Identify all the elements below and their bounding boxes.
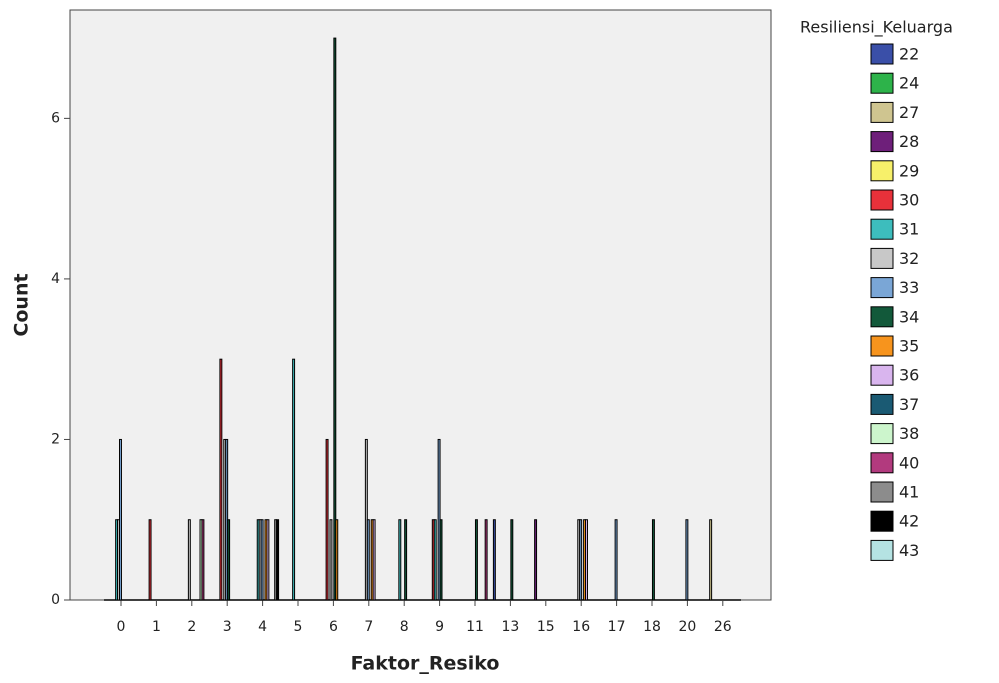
legend-swatch	[870, 335, 894, 357]
legend-swatch	[870, 510, 894, 532]
x-tick-label: 1	[152, 619, 161, 635]
legend-label: 36	[899, 366, 919, 385]
legend-label: 38	[899, 424, 919, 443]
bar	[329, 519, 333, 601]
bar	[534, 519, 538, 601]
bar	[404, 519, 408, 601]
legend-swatch	[870, 218, 894, 240]
legend-swatch	[870, 277, 894, 299]
x-tick-label: 5	[294, 619, 303, 635]
legend-label: 31	[899, 220, 919, 239]
legend-swatch	[870, 72, 894, 94]
legend-label: 43	[899, 541, 919, 560]
x-tick-label: 3	[223, 619, 232, 635]
bar	[372, 519, 376, 601]
bar	[474, 519, 478, 601]
y-tick-label: 4	[51, 271, 60, 287]
legend-swatch	[870, 101, 894, 123]
legend-swatch	[870, 364, 894, 386]
x-tick-label: 17	[608, 619, 626, 635]
legend-swatch	[870, 393, 894, 415]
bar	[398, 519, 402, 601]
bar	[614, 519, 618, 601]
legend-swatch	[870, 539, 894, 561]
legend-swatch	[870, 306, 894, 328]
legend-swatch	[870, 247, 894, 269]
y-tick-label: 6	[51, 110, 60, 126]
x-tick-label: 4	[258, 619, 267, 635]
legend-swatch	[870, 43, 894, 65]
legend-label: 40	[899, 453, 919, 472]
legend-label: 22	[899, 45, 919, 64]
legend-label: 28	[899, 132, 919, 151]
bar	[585, 519, 588, 601]
legend-title: Resiliensi_Keluarga	[800, 18, 953, 38]
x-tick-label: 6	[329, 619, 338, 635]
bar	[201, 519, 205, 601]
x-tick-label: 15	[537, 619, 555, 635]
bar	[439, 519, 443, 601]
x-tick-label: 20	[678, 619, 696, 635]
bar	[492, 519, 496, 601]
bar	[260, 519, 264, 601]
bar	[227, 519, 231, 601]
y-tick-label: 2	[51, 431, 60, 447]
bar	[484, 519, 488, 601]
legend-swatch	[870, 481, 894, 503]
x-tick-label: 13	[501, 619, 519, 635]
bar	[333, 37, 337, 601]
x-tick-label: 9	[435, 619, 444, 635]
bar	[119, 438, 122, 601]
y-tick-label: 0	[51, 592, 60, 608]
bar	[579, 519, 583, 601]
legend-label: 33	[899, 278, 919, 297]
legend-label: 41	[899, 483, 919, 502]
x-tick-label: 26	[714, 619, 732, 635]
bar	[148, 519, 152, 601]
legend-label: 24	[899, 74, 919, 93]
y-axis-title: Count	[11, 273, 33, 336]
x-tick-label: 2	[187, 619, 196, 635]
legend-label: 30	[899, 191, 919, 210]
x-axis-title: Faktor_Resiko	[351, 653, 500, 675]
bar	[366, 519, 370, 601]
legend-swatch	[870, 189, 894, 211]
x-tick-label: 8	[400, 619, 409, 635]
legend-label: 32	[899, 249, 919, 268]
legend-label: 34	[899, 307, 919, 326]
x-tick-label: 7	[364, 619, 373, 635]
bar	[276, 519, 280, 601]
x-tick-label: 18	[643, 619, 661, 635]
legend-label: 35	[899, 337, 919, 356]
bar	[325, 438, 329, 601]
bar	[510, 519, 514, 601]
legend-swatch	[870, 131, 894, 153]
bar	[219, 358, 223, 601]
legend-label: 29	[899, 161, 919, 180]
plot-area	[69, 9, 772, 601]
bar	[187, 519, 191, 601]
bar	[335, 519, 339, 601]
legend-swatch	[870, 160, 894, 182]
legend-label: 42	[899, 512, 919, 531]
legend-swatch	[870, 423, 894, 445]
x-tick-label: 0	[117, 619, 126, 635]
legend-label: 37	[899, 395, 919, 414]
bar	[709, 519, 713, 601]
bar	[433, 519, 437, 601]
x-tick-label: 11	[466, 619, 484, 635]
bar	[292, 358, 296, 601]
bar	[685, 519, 689, 601]
bar	[651, 519, 655, 601]
bar	[266, 519, 270, 601]
legend-label: 27	[899, 103, 919, 122]
x-tick-label: 16	[572, 619, 590, 635]
legend-swatch	[870, 452, 894, 474]
